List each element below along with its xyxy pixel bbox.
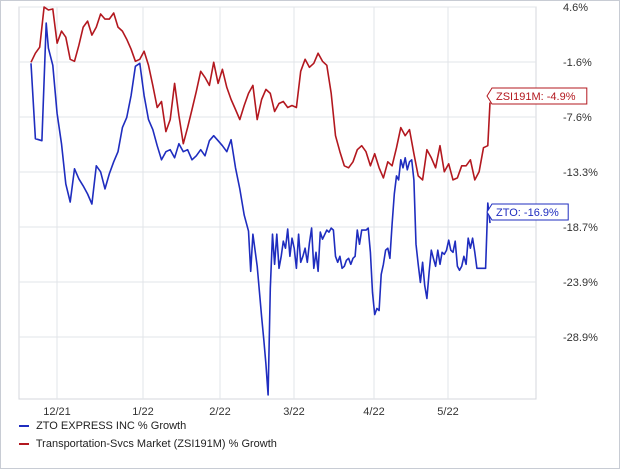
grid-lines	[18, 6, 537, 400]
x-axis-ticks: 12/21 1/22 2/22 3/22 4/22 5/22	[43, 406, 458, 418]
end-label-0: ZTO: -16.9%	[486, 203, 569, 221]
legend-zsi-swatch	[19, 443, 29, 446]
end-label-box	[486, 87, 588, 105]
legend-zsi-label: Transportation-Svcs Market (ZSI191M) % G…	[35, 438, 277, 450]
end-label-box	[486, 203, 569, 221]
y-tick-label: 4.6%	[563, 2, 588, 14]
y-axis-ticks: 4.6% -1.6% -7.6% -13.3% -18.7% -23.9% -28.9%	[563, 2, 598, 344]
end-label-1: ZSI191M: -4.9%	[486, 87, 588, 105]
y-tick-label: -1.6%	[563, 57, 592, 69]
legend-zto: ZTO EXPRESS INC % Growth	[19, 420, 186, 432]
end-label-text: ZSI191M: -4.9%	[496, 91, 576, 103]
plot-border	[18, 6, 537, 400]
y-tick-label: -13.3%	[563, 167, 598, 179]
y-tick-label: -18.7%	[563, 222, 598, 234]
end-label-text: ZTO: -16.9%	[496, 207, 559, 219]
y-tick-label: -28.9%	[563, 332, 598, 344]
legend-zsi: Transportation-Svcs Market (ZSI191M) % G…	[19, 438, 277, 450]
x-tick-label: 5/22	[437, 406, 458, 418]
legend-zto-swatch	[19, 425, 29, 428]
x-tick-label: 2/22	[209, 406, 230, 418]
end-labels: ZTO: -16.9% ZSI191M: -4.9%	[486, 87, 588, 221]
series-line-1	[30, 6, 491, 181]
x-tick-label: 3/22	[283, 406, 304, 418]
x-tick-label: 4/22	[363, 406, 384, 418]
x-tick-label: 12/21	[43, 406, 71, 418]
series-group	[30, 6, 491, 396]
legend-zto-label: ZTO EXPRESS INC % Growth	[36, 420, 187, 432]
x-tick-label: 1/22	[132, 406, 153, 418]
y-tick-label: -7.6%	[563, 112, 592, 124]
series-line-0	[30, 22, 491, 396]
y-tick-label: -23.9%	[563, 277, 598, 289]
